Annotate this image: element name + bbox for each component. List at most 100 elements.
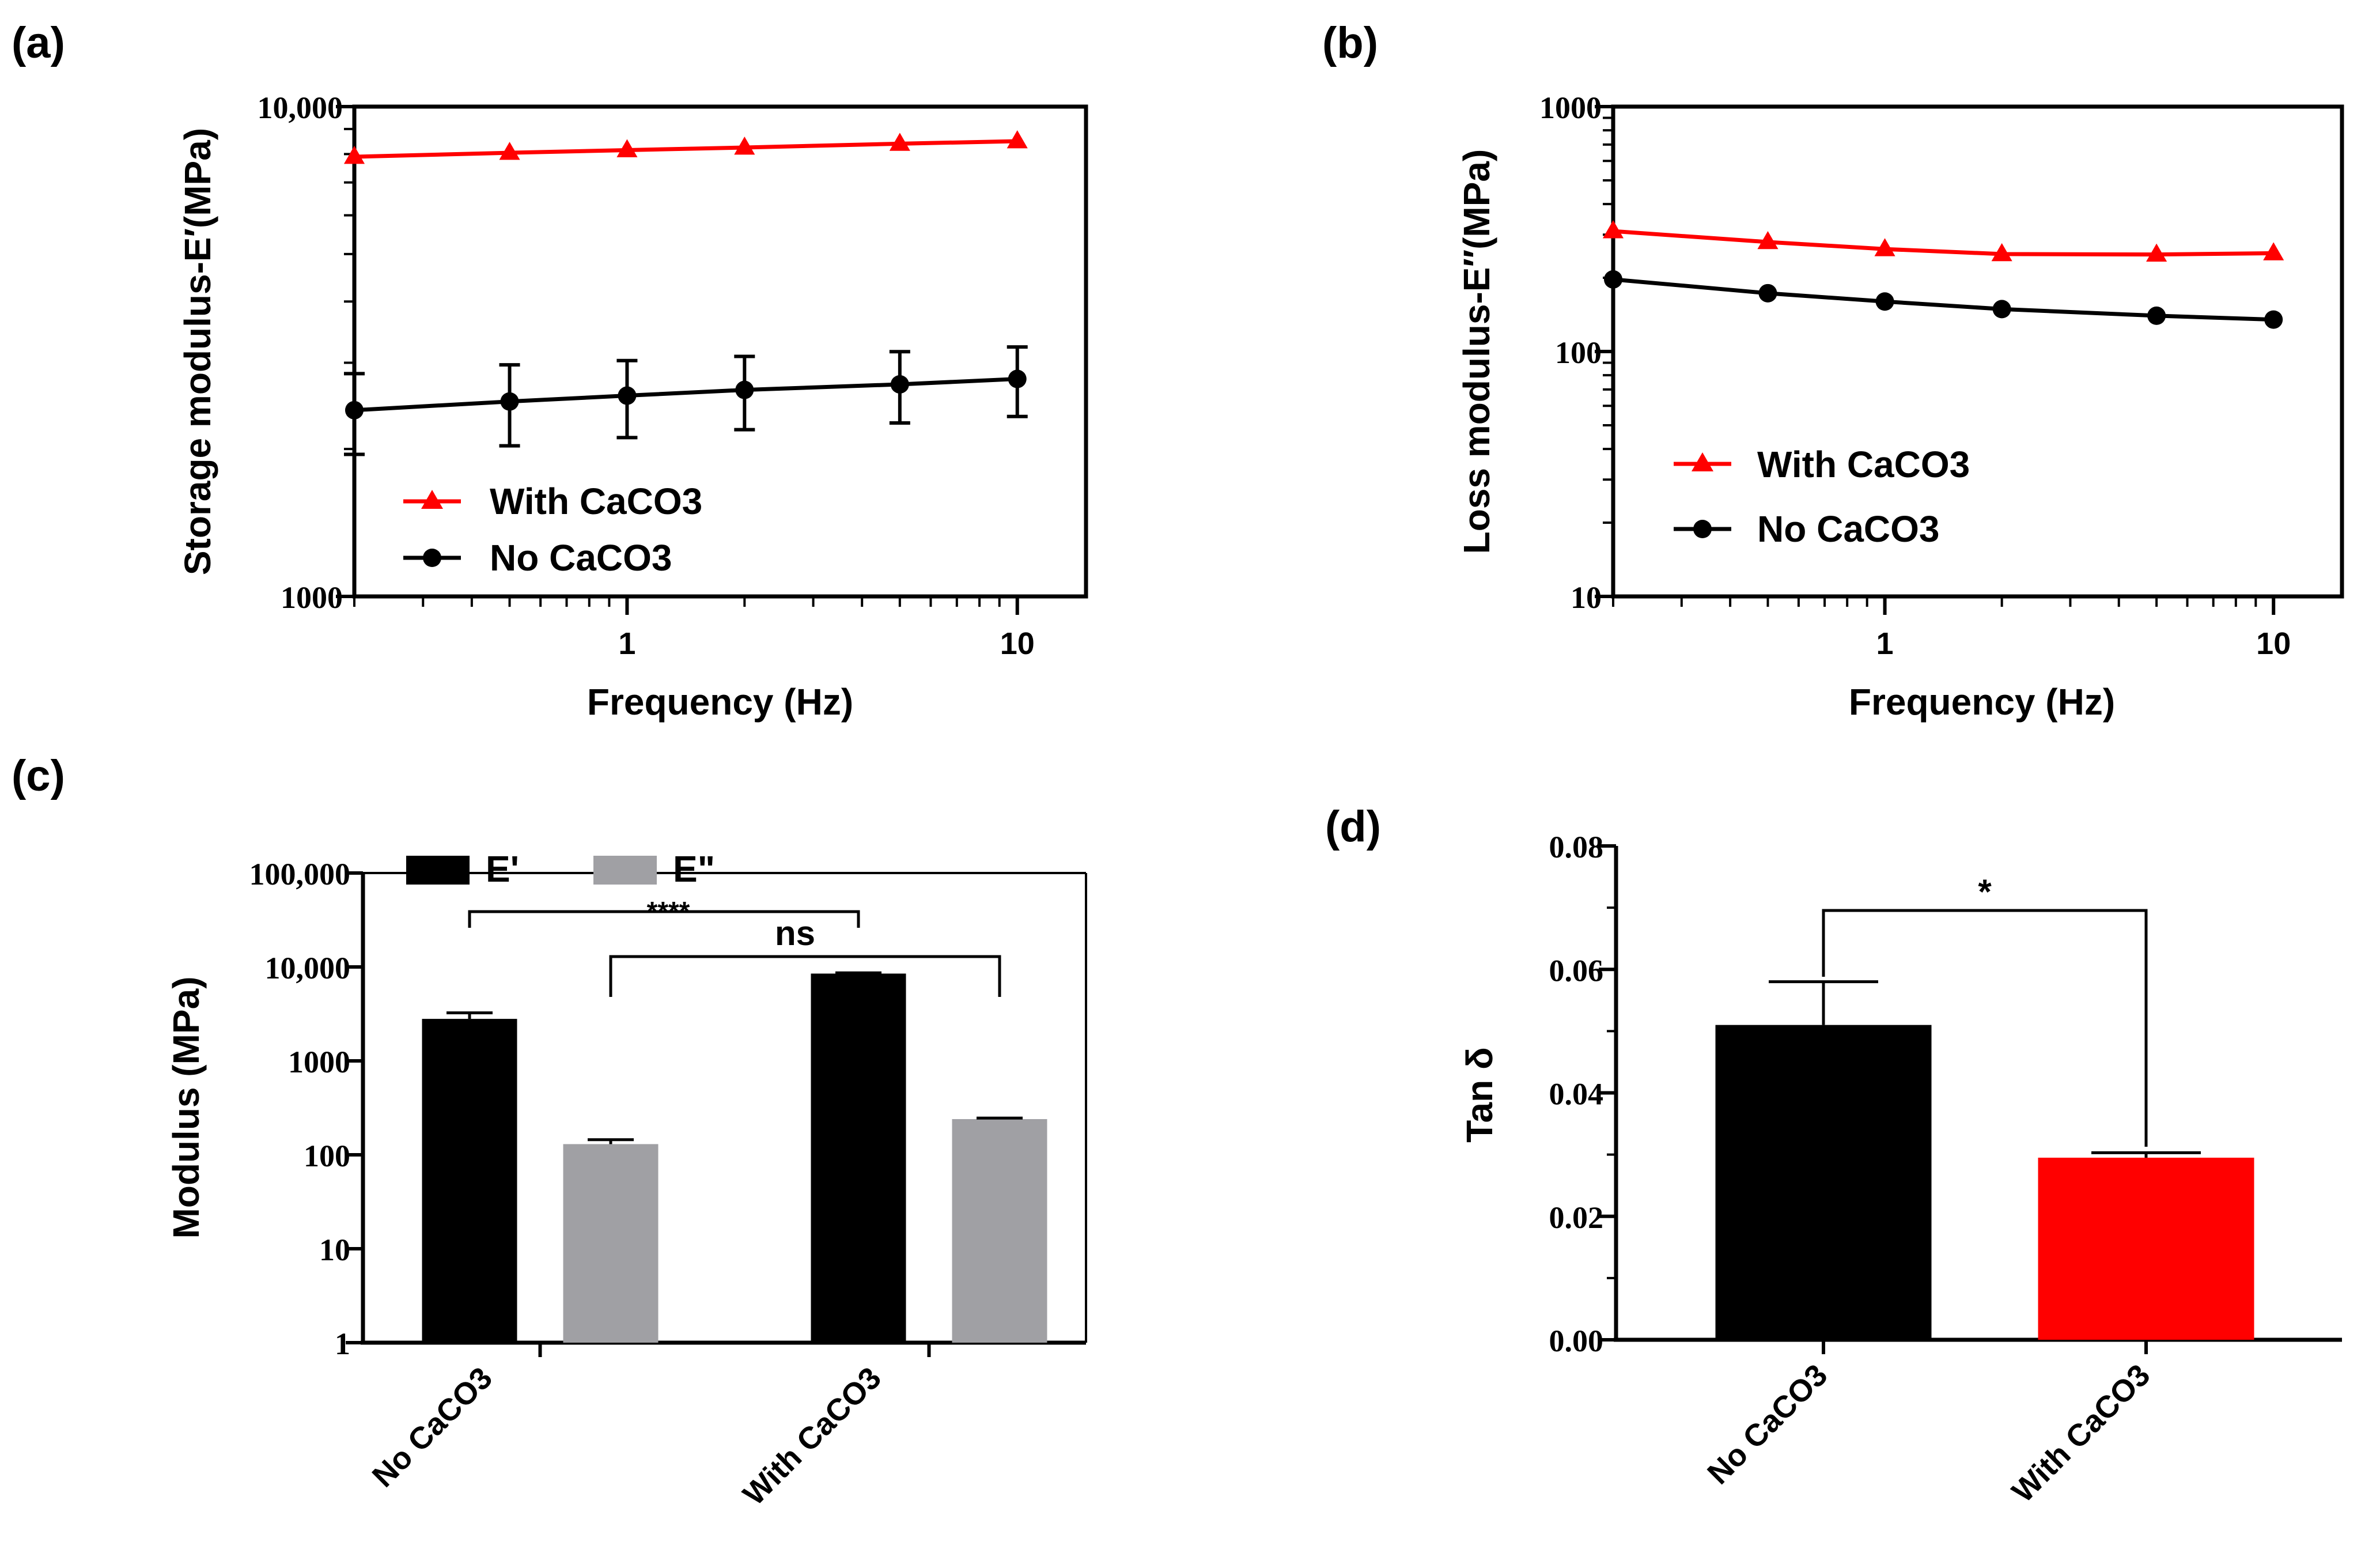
- x-ticks-b: 1 10: [1612, 596, 2291, 661]
- data-point-b-1-2: [1875, 292, 1894, 311]
- data-point-a-0-4: [889, 133, 910, 151]
- y-ticks-b: 10 100 1000: [1539, 90, 1613, 615]
- x-axis-title-a: Frequency (Hz): [587, 681, 853, 723]
- y-axis-title-a: Storage modulus-E′(MPa): [177, 128, 218, 575]
- x-tick-label-b-1: 10: [2256, 626, 2291, 661]
- data-point-a-1-5: [1008, 369, 1027, 388]
- sig-label-c-2: ns: [775, 914, 815, 953]
- data-point-a-0-3: [734, 137, 755, 155]
- data-point-b-0-1: [1757, 231, 1779, 250]
- y-tick-label-a-0: 1000: [281, 580, 343, 615]
- y-tick-label-c-3: 1000: [288, 1045, 350, 1079]
- x-cats-c: No CaCO3 With CaCO3: [366, 1343, 931, 1512]
- y-ticks-c: 1 10 100 1000 10,000 100,000: [249, 857, 363, 1361]
- x-cat-label-d-1: With CaCO3: [2006, 1358, 2157, 1509]
- panel-c: 1 10 100 1000 10,000 100,000 **** ns E' E" Mo…: [165, 848, 1087, 1512]
- series-b: [1602, 220, 2284, 329]
- series-a: [343, 130, 1028, 456]
- legend-c-label-e2: E": [673, 848, 715, 890]
- data-point-b-0-3: [1991, 243, 2012, 262]
- legend-a: With CaCO3 No CaCO3: [403, 481, 702, 579]
- y-tick-label-d-3: 0.06: [1549, 953, 1604, 988]
- data-point-a-0-2: [616, 139, 638, 157]
- legend-b-marker-no: [1693, 520, 1712, 538]
- data-point-b-1-5: [2264, 310, 2283, 329]
- y-ticks-a: 1000 10,000: [258, 90, 354, 615]
- data-point-a-0-5: [1007, 130, 1028, 149]
- bar-c-1-0: [811, 973, 906, 1343]
- x-cats-d: No CaCO3 With CaCO3: [1701, 1340, 2156, 1509]
- x-tick-label-b-0: 1: [1876, 626, 1894, 661]
- legend-c-swatch-e2: [593, 856, 657, 885]
- panel-d: 0.00 0.02 0.04 0.06 0.08 * Tan δ No CaCO3 Wit…: [1459, 830, 2342, 1509]
- legend-b-label-no: No CaCO3: [1757, 508, 1940, 550]
- panel-a: 1 10 1000 10,000 Frequency (Hz) Storage mo…: [177, 90, 1088, 723]
- y-tick-label-c-0: 1: [335, 1327, 350, 1361]
- data-point-b-1-3: [1992, 300, 2011, 319]
- sig-label-c-1: ****: [647, 897, 690, 927]
- y-tick-label-d-1: 0.02: [1549, 1200, 1604, 1235]
- plot-frame-b: [1611, 104, 2344, 599]
- x-cat-label-c-0: No CaCO3: [366, 1361, 499, 1494]
- panel-label-d: (d): [1325, 802, 1381, 851]
- bar-c-0-0: [422, 1019, 517, 1343]
- y-tick-label-b-1: 100: [1555, 335, 1602, 370]
- legend-a-marker-with: [421, 490, 443, 509]
- x-cat-label-c-1: With CaCO3: [736, 1361, 888, 1512]
- series-line-b-0: [1613, 229, 2274, 257]
- plot-frame-a: [352, 104, 1088, 599]
- y-axis-title-c: Modulus (MPa): [165, 976, 207, 1238]
- panel-b: 1 10 10 100 1000 Frequency (Hz) Loss modulu…: [1456, 90, 2344, 723]
- x-ticks-a: 1 10: [353, 596, 1035, 661]
- legend-a-marker-no: [423, 549, 441, 567]
- legend-c: E' E": [406, 848, 715, 890]
- y-ticks-d: 0.00 0.02 0.04 0.06 0.08: [1549, 830, 1616, 1358]
- bar-c-1-1: [952, 1119, 1047, 1343]
- y-tick-label-d-2: 0.04: [1549, 1077, 1604, 1112]
- bars-d: [1715, 980, 2254, 1340]
- bar-d-1: [2038, 1157, 2254, 1340]
- data-point-b-1-4: [2147, 306, 2166, 325]
- legend-b-label-with: With CaCO3: [1757, 444, 1970, 485]
- panel-label-c: (c): [12, 751, 65, 800]
- y-tick-label-b-0: 10: [1571, 580, 1602, 615]
- legend-a-label-no: No CaCO3: [490, 537, 672, 579]
- y-tick-label-a-1: 10,000: [258, 90, 343, 125]
- significance-c: **** ns: [468, 897, 1001, 997]
- legend-c-swatch-e1: [406, 856, 470, 885]
- y-tick-label-d-0: 0.00: [1549, 1324, 1604, 1358]
- y-tick-label-d-4: 0.08: [1549, 830, 1604, 864]
- data-point-a-1-4: [890, 375, 909, 394]
- sig-label-d-1: *: [1978, 872, 1992, 911]
- series-line-b-1: [1613, 277, 2274, 322]
- bars-c: [422, 971, 1047, 1343]
- data-point-b-1-1: [1758, 284, 1777, 303]
- data-point-b-0-0: [1602, 220, 1624, 239]
- legend-b: With CaCO3 No CaCO3: [1674, 444, 1970, 550]
- series-line-a-1: [354, 377, 1017, 413]
- y-tick-label-c-5: 100,000: [249, 857, 351, 891]
- legend-c-label-e1: E': [486, 848, 519, 890]
- data-point-a-0-1: [499, 142, 520, 160]
- legend-b-marker-with: [1692, 452, 1713, 471]
- x-axis-title-b: Frequency (Hz): [1849, 681, 2115, 723]
- panel-label-b: (b): [1322, 18, 1378, 67]
- y-tick-label-c-1: 10: [319, 1233, 350, 1267]
- x-tick-label-a-0: 1: [618, 626, 635, 661]
- significance-d: *: [1822, 872, 2148, 1147]
- y-tick-label-b-2: 1000: [1539, 90, 1602, 125]
- y-axis-title-d: Tan δ: [1459, 1047, 1500, 1143]
- legend-a-label-with: With CaCO3: [490, 481, 702, 522]
- x-cat-label-d-0: No CaCO3: [1701, 1358, 1834, 1491]
- y-tick-label-c-2: 100: [304, 1139, 350, 1173]
- data-point-a-0-0: [343, 146, 365, 164]
- bar-c-0-1: [563, 1144, 659, 1343]
- data-point-a-1-0: [345, 400, 364, 420]
- y-tick-label-c-4: 10,000: [265, 951, 351, 985]
- x-tick-label-a-1: 10: [1000, 626, 1035, 661]
- data-point-b-0-5: [2263, 242, 2284, 260]
- bar-d-0: [1715, 1025, 1932, 1340]
- data-point-a-1-3: [735, 380, 754, 399]
- series-line-a-0: [354, 139, 1017, 159]
